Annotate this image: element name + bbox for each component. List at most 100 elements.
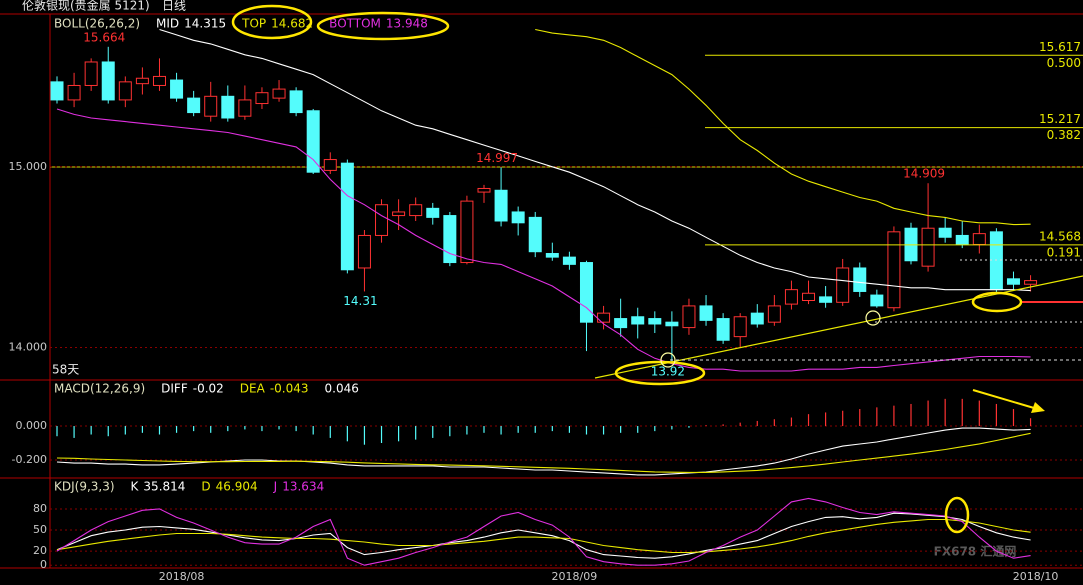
indicator-label: 0.046: [325, 382, 359, 396]
indicator-label: K: [131, 480, 140, 494]
y-tick-label: 20: [33, 544, 47, 557]
indicator-line: [535, 28, 1031, 226]
indicator-label: MACD(12,26,9): [54, 382, 145, 396]
indicator-label: 46.904: [216, 480, 258, 494]
candle-body: [819, 296, 833, 303]
extreme-label: 15.664: [83, 30, 125, 44]
arrow: [972, 389, 1035, 409]
candle-body: [716, 318, 730, 341]
indicator-line: [159, 28, 1031, 292]
indicator-label: J: [273, 480, 278, 494]
candle-body: [170, 79, 184, 99]
candle-body: [340, 162, 354, 271]
y-tick-label: 0: [40, 558, 47, 571]
chart-title[interactable]: 伦敦银现(贵金属 5121): [22, 0, 150, 13]
candle-body: [50, 81, 64, 101]
candle-body: [989, 231, 1003, 291]
fib-ratio: 0.191: [1047, 245, 1081, 259]
indicator-label: BOTTOM: [329, 17, 381, 31]
indicator-label: 13.948: [386, 17, 428, 31]
x-tick-label: 2018/09: [552, 570, 598, 583]
candle-body: [204, 95, 218, 117]
arrow-head: [1031, 402, 1045, 413]
highlight-ellipse: [944, 496, 970, 534]
candle-body: [562, 256, 576, 265]
marker-circle: [660, 352, 676, 368]
candle-body: [323, 159, 337, 171]
candle-body: [375, 204, 389, 236]
candle-body: [665, 321, 679, 327]
candle-body: [187, 97, 201, 114]
candle-body: [972, 233, 986, 245]
candle-body: [750, 312, 764, 325]
candle-body: [426, 207, 440, 218]
candle-body: [870, 294, 884, 307]
candle-body: [135, 77, 149, 85]
candle-body: [289, 90, 303, 114]
indicator-label: DEA: [240, 382, 266, 396]
candle-body: [597, 312, 611, 323]
extreme-label: 14.997: [476, 151, 518, 165]
period-selector[interactable]: 日线: [162, 0, 186, 13]
candle-body: [152, 75, 166, 86]
candle-body: [1024, 280, 1038, 285]
indicator-line: [56, 497, 1031, 566]
candle-body: [648, 318, 662, 325]
indicator-line: [56, 108, 1031, 372]
fib-ratio: 0.500: [1047, 56, 1081, 70]
y-tick-label: 0.000: [16, 419, 48, 432]
highlight-ellipse: [614, 360, 706, 386]
x-tick-label: 2018/08: [159, 570, 205, 583]
candle-body: [682, 305, 696, 329]
y-tick-label: -0.200: [12, 453, 47, 466]
candle-body: [579, 262, 593, 323]
candle-body: [477, 187, 491, 193]
candle-body: [118, 81, 132, 101]
candle-body: [836, 267, 850, 303]
indicator-label: MID: [156, 17, 179, 31]
indicator-label: -0.043: [270, 382, 309, 396]
marker-circle: [865, 310, 881, 326]
candle-body: [699, 305, 713, 321]
candle-body: [101, 61, 115, 101]
y-tick-label: 50: [33, 523, 47, 536]
candle-body: [802, 292, 816, 301]
candle-body: [272, 88, 286, 99]
candle-body: [460, 200, 474, 264]
candle-body: [887, 231, 901, 309]
candle-body: [255, 92, 269, 105]
candle-body: [409, 204, 423, 217]
indicator-label: 35.814: [143, 480, 185, 494]
y-tick-label: 14.000: [9, 340, 48, 353]
candle-body: [443, 215, 457, 264]
candle-body: [955, 234, 969, 245]
candle-body: [545, 253, 559, 258]
candle-body: [733, 316, 747, 338]
candle-body: [306, 110, 320, 173]
fib-price: 15.617: [1039, 40, 1081, 54]
indicator-label: -0.02: [193, 382, 224, 396]
candle-body: [67, 84, 81, 101]
candle-body: [84, 61, 98, 86]
fib-ratio: 0.382: [1047, 128, 1081, 142]
extreme-label: 13.92: [651, 364, 685, 378]
fib-price: 15.217: [1039, 112, 1081, 126]
candle-body: [784, 289, 798, 305]
extreme-label: 14.909: [903, 167, 945, 181]
candle-body: [631, 316, 645, 325]
indicator-label: 14.315: [184, 17, 226, 31]
candle-body: [767, 305, 781, 323]
indicator-label: D: [201, 480, 210, 494]
highlight-ellipse: [971, 291, 1023, 313]
candle-body: [511, 211, 525, 224]
span-label: 58天: [52, 363, 79, 377]
candle-body: [238, 99, 252, 117]
fib-price: 14.568: [1039, 229, 1081, 243]
candle-body: [614, 318, 628, 329]
candle-body: [1006, 278, 1020, 285]
candle-body: [221, 95, 235, 119]
candle-body: [528, 216, 542, 253]
x-tick-label: 2018/10: [1013, 570, 1059, 583]
